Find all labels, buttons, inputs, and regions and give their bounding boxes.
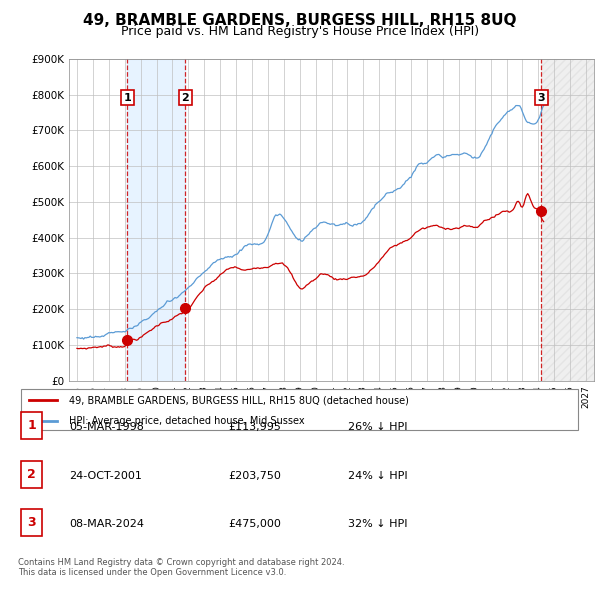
- FancyBboxPatch shape: [20, 461, 42, 488]
- FancyBboxPatch shape: [20, 412, 42, 439]
- Text: 24-OCT-2001: 24-OCT-2001: [69, 471, 142, 480]
- Text: 32% ↓ HPI: 32% ↓ HPI: [348, 519, 407, 529]
- Bar: [541, 59, 594, 381]
- Text: HPI: Average price, detached house, Mid Sussex: HPI: Average price, detached house, Mid …: [69, 417, 304, 426]
- Text: 05-MAR-1998: 05-MAR-1998: [69, 422, 144, 431]
- Text: Price paid vs. HM Land Registry's House Price Index (HPI): Price paid vs. HM Land Registry's House …: [121, 25, 479, 38]
- Text: 24% ↓ HPI: 24% ↓ HPI: [348, 471, 407, 480]
- FancyBboxPatch shape: [21, 389, 578, 430]
- Text: 26% ↓ HPI: 26% ↓ HPI: [348, 422, 407, 431]
- Bar: [127, 59, 185, 381]
- Text: £203,750: £203,750: [228, 471, 281, 480]
- Text: Contains HM Land Registry data © Crown copyright and database right 2024.
This d: Contains HM Land Registry data © Crown c…: [18, 558, 344, 577]
- Text: 49, BRAMBLE GARDENS, BURGESS HILL, RH15 8UQ: 49, BRAMBLE GARDENS, BURGESS HILL, RH15 …: [83, 13, 517, 28]
- Text: £113,995: £113,995: [228, 422, 281, 431]
- Text: £475,000: £475,000: [228, 519, 281, 529]
- Text: 1: 1: [124, 93, 131, 103]
- Text: 1: 1: [27, 419, 36, 432]
- Text: 49, BRAMBLE GARDENS, BURGESS HILL, RH15 8UQ (detached house): 49, BRAMBLE GARDENS, BURGESS HILL, RH15 …: [69, 395, 409, 405]
- Bar: [541, 59, 594, 381]
- FancyBboxPatch shape: [20, 509, 42, 536]
- Text: 2: 2: [182, 93, 190, 103]
- Text: 3: 3: [27, 516, 36, 529]
- Text: 3: 3: [538, 93, 545, 103]
- Text: 2: 2: [27, 468, 36, 481]
- Text: 08-MAR-2024: 08-MAR-2024: [69, 519, 144, 529]
